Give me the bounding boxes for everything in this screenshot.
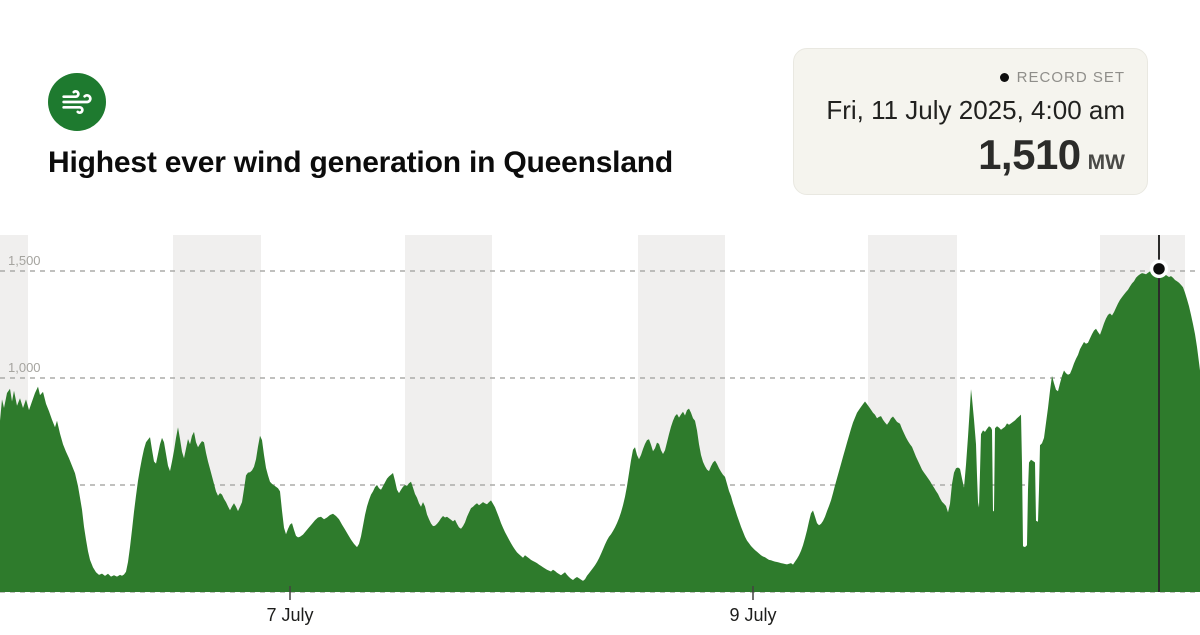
wind-generation-area	[0, 268, 1200, 592]
record-badge: RECORD SET	[816, 69, 1125, 86]
page-title: Highest ever wind generation in Queensla…	[48, 146, 674, 179]
record-unit: MW	[1087, 151, 1125, 174]
record-dot-icon	[999, 73, 1009, 82]
record-value-row: 1,510 MW	[816, 134, 1125, 176]
x-axis-label: 7 July	[266, 605, 313, 625]
record-card: RECORD SET Fri, 11 July 2025, 4:00 am 1,…	[793, 48, 1148, 195]
record-value: 1,510	[978, 131, 1081, 178]
y-axis-label: 1,000	[8, 360, 41, 375]
wind-icon	[48, 73, 106, 131]
record-badge-label: RECORD SET	[1016, 69, 1125, 86]
record-marker-dot	[1149, 259, 1169, 279]
record-datetime: Fri, 11 July 2025, 4:00 am	[826, 95, 1125, 125]
header	[48, 73, 106, 131]
y-axis-label: 1,500	[8, 253, 41, 268]
x-axis-label: 9 July	[729, 605, 776, 625]
